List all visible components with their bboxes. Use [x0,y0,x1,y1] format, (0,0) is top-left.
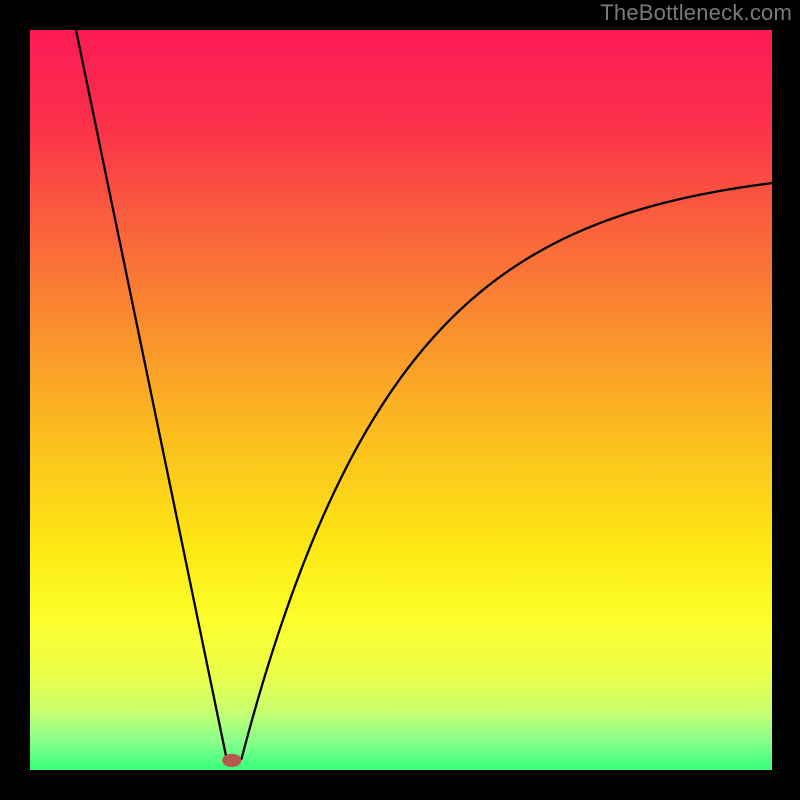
watermark-text: TheBottleneck.com [600,0,792,26]
chart-stage: TheBottleneck.com [0,0,800,800]
sweet-spot-marker [222,754,241,767]
bottleneck-chart [30,30,772,770]
chart-background [30,30,772,770]
